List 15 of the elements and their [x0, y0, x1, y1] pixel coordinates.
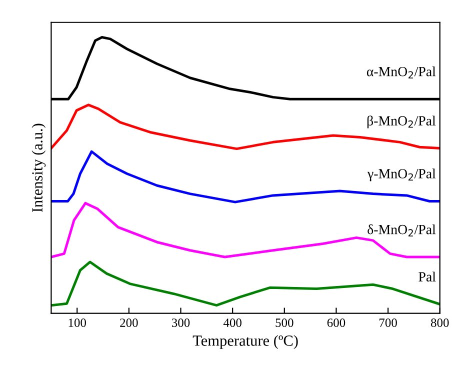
- x-tick-label: 600: [327, 318, 346, 327]
- x-tick-label: 500: [276, 318, 294, 327]
- series-label: Pal: [418, 272, 436, 282]
- x-tick-label: 200: [120, 318, 138, 327]
- x-tick-label: 700: [379, 318, 397, 327]
- series-label: γ-MnO$_{2}$/Pal: [367, 168, 436, 182]
- series-label: α-MnO$_{2}$/Pal: [366, 66, 436, 78]
- x-tick-label: 800: [430, 318, 449, 327]
- series-label: δ-MnO$_{2}$/Pal: [368, 224, 436, 236]
- x-tick-label: 100: [68, 318, 86, 327]
- series-label: β-MnO$_{2}$/Pal: [367, 116, 436, 128]
- y-axis-title: Intensity (a.u.): [32, 124, 46, 212]
- x-tick-label: 400: [223, 318, 242, 327]
- x-tick-label: 300: [172, 318, 190, 327]
- x-axis-title: Temperature (ºC): [192, 335, 298, 349]
